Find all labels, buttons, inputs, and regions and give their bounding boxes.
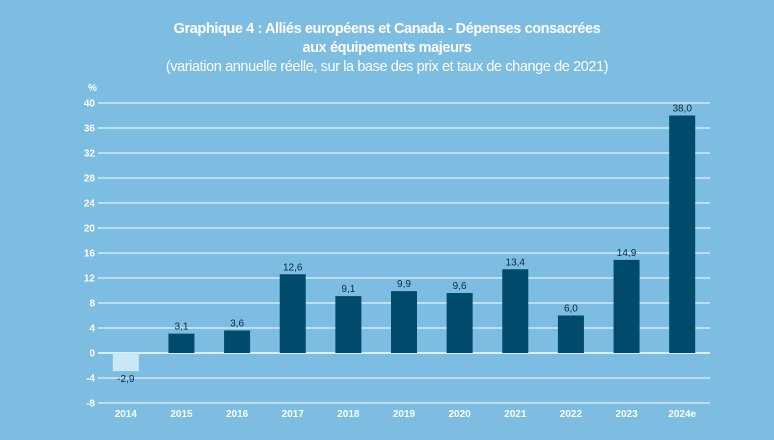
x-tick-label: 2016 — [226, 409, 249, 420]
y-tick-label: 20 — [84, 224, 96, 235]
bar — [502, 269, 529, 353]
y-tick-label: -8 — [86, 399, 95, 410]
data-label: 13,4 — [506, 257, 526, 268]
y-tick-label: 32 — [84, 149, 96, 160]
data-label: 12,6 — [283, 262, 303, 273]
x-tick-label: 2017 — [282, 409, 305, 420]
data-label: 14,9 — [617, 248, 637, 259]
data-label: 9,6 — [453, 281, 467, 292]
x-tick-label: 2023 — [615, 409, 638, 420]
y-tick-label: -4 — [86, 374, 95, 385]
x-tick-label: 2018 — [337, 409, 360, 420]
x-tick-label: 2024e — [668, 409, 696, 420]
bar — [669, 115, 696, 353]
x-tick-label: 2014 — [115, 409, 138, 420]
bar — [391, 291, 417, 353]
x-tick-label: 2019 — [393, 409, 416, 420]
x-tick-label: 2020 — [449, 409, 472, 420]
y-tick-label: 36 — [84, 124, 96, 135]
y-tick-label: 40 — [84, 99, 96, 110]
bar — [279, 274, 306, 353]
y-tick-label: 24 — [84, 199, 96, 210]
y-tick-label: 16 — [84, 249, 96, 260]
y-tick-label: 28 — [84, 174, 96, 185]
chart-title-line2: aux équipements majeurs — [302, 40, 472, 56]
y-axis-label: % — [88, 83, 97, 94]
x-tick-label: 2015 — [170, 409, 193, 420]
chart-title: Graphique 4 : Alliés européens et Canada… — [173, 21, 601, 37]
bar — [168, 333, 195, 353]
bar — [557, 315, 584, 353]
data-label: 3,1 — [175, 322, 189, 333]
y-tick-label: 8 — [89, 299, 95, 310]
bar — [224, 330, 251, 353]
bar — [446, 293, 473, 353]
x-tick-label: 2022 — [560, 409, 583, 420]
data-label: -2,9 — [117, 374, 135, 385]
bar — [112, 353, 139, 372]
data-label: 3,6 — [230, 319, 244, 330]
y-tick-label: 4 — [89, 324, 95, 335]
chart-subtitle: (variation annuelle réelle, sur la base … — [165, 59, 609, 75]
data-label: 38,0 — [672, 104, 692, 115]
y-tick-label: 0 — [89, 349, 95, 360]
y-tick-label: 12 — [84, 274, 96, 285]
data-label: 6,0 — [564, 304, 578, 315]
bar — [335, 296, 362, 353]
x-tick-label: 2021 — [504, 409, 527, 420]
data-label: 9,1 — [341, 284, 355, 295]
bar — [613, 259, 640, 353]
data-label: 9,9 — [397, 279, 411, 290]
